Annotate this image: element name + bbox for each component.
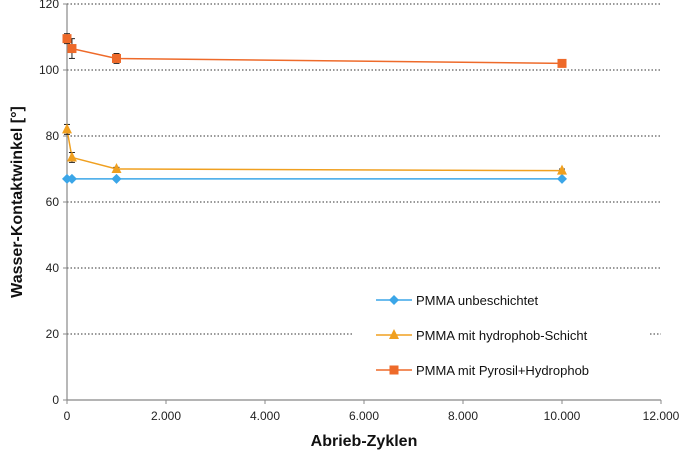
legend-item-1: PMMA unbeschichtet [376, 293, 539, 308]
legend-label: PMMA mit hydrophob-Schicht [416, 328, 588, 343]
y-tick-label: 100 [39, 63, 59, 77]
x-tick-label: 0 [64, 409, 71, 423]
legend-marker [389, 365, 399, 375]
legend: PMMA unbeschichtet PMMA mit hydrophob-Sch… [376, 293, 589, 378]
data-point [557, 173, 567, 184]
series-line [66, 38, 563, 65]
y-tick-label: 80 [46, 129, 60, 143]
y-tick-label: 60 [46, 195, 60, 209]
data-point [111, 163, 122, 173]
series-line [66, 129, 563, 172]
x-tick-label: 2.000 [151, 409, 181, 423]
axes: 0 20 40 60 80 100 120 0 2.000 4.000 6.000 8.000 10.0… [39, 0, 680, 423]
x-tick-label: 4.000 [250, 409, 280, 423]
legend-item-2: PMMA mit hydrophob-Schicht [376, 328, 588, 343]
x-tick-label: 10.000 [544, 409, 581, 423]
y-tick-label: 120 [39, 0, 59, 11]
legend-item-3: PMMA mit Pyrosil+Hydrophob [376, 363, 589, 378]
y-axis-title: Wasser-Kontaktwinkel [°] [9, 106, 26, 298]
data-point [62, 34, 72, 44]
x-tick-label: 8.000 [448, 409, 478, 423]
gridlines [67, 3, 661, 335]
data-point [557, 58, 567, 68]
legend-label: PMMA mit Pyrosil+Hydrophob [416, 363, 589, 378]
data-point [66, 173, 77, 184]
series-2 [62, 123, 567, 175]
data-point [66, 151, 77, 162]
legend-marker [389, 329, 399, 339]
series-3 [62, 33, 567, 68]
series-group [62, 33, 567, 184]
data-point [67, 44, 77, 54]
x-tick-label: 12.000 [643, 409, 680, 423]
x-axis-title: Abrieb-Zyklen [311, 433, 418, 450]
data-point [111, 173, 122, 184]
y-tick-label: 40 [46, 261, 60, 275]
data-point [62, 123, 72, 134]
y-tick-label: 0 [52, 393, 59, 407]
series-1 [62, 173, 567, 184]
x-tick-label: 6.000 [349, 409, 379, 423]
legend-label: PMMA unbeschichtet [416, 293, 539, 308]
y-tick-label: 20 [46, 327, 60, 341]
legend-marker [389, 295, 399, 305]
data-point [557, 164, 567, 175]
data-point [112, 53, 121, 63]
